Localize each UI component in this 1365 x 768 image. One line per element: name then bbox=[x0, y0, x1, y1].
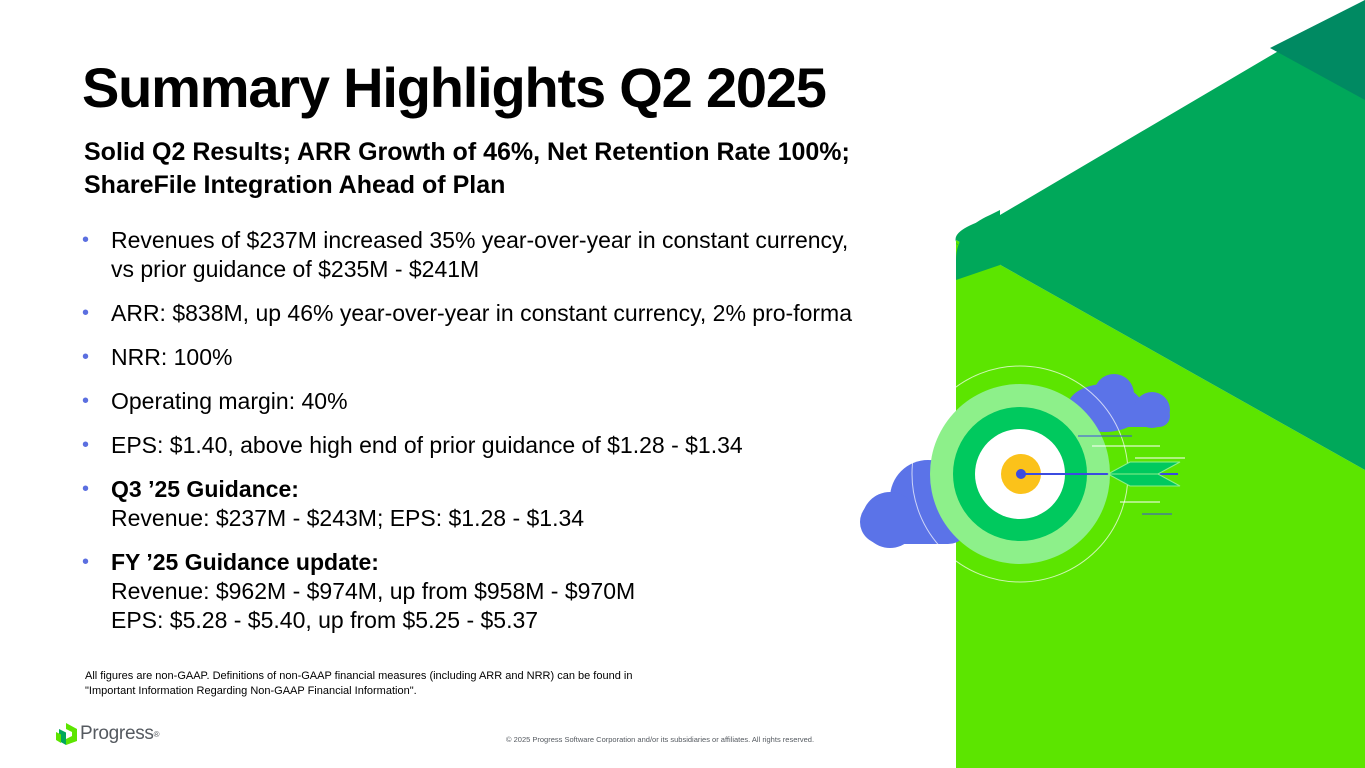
lime-panel bbox=[956, 240, 1365, 768]
highlights-list: • Revenues of $237M increased 35% year-o… bbox=[82, 226, 922, 650]
bullet-dot-icon: • bbox=[82, 551, 90, 573]
logo-text: Progress bbox=[80, 723, 154, 744]
registered-mark: ® bbox=[153, 729, 160, 739]
green-panel-curve bbox=[956, 210, 1000, 280]
bullet-dot-icon: • bbox=[82, 346, 90, 368]
bullet-heading: Q3 ’25 Guidance: bbox=[111, 476, 299, 502]
bullet-line: NRR: 100% bbox=[111, 344, 233, 370]
target-illustration bbox=[860, 365, 1185, 583]
bullet-heading: FY ’25 Guidance update: bbox=[111, 549, 379, 575]
footnote: All figures are non-GAAP. Definitions of… bbox=[85, 669, 632, 699]
bullet-line: ARR: $838M, up 46% year-over-year in con… bbox=[111, 300, 852, 326]
progress-logo-icon bbox=[56, 723, 77, 745]
progress-logo: Progress ® bbox=[56, 723, 160, 745]
bullet-dot-icon: • bbox=[82, 390, 90, 412]
bullet-line: vs prior guidance of $235M - $241M bbox=[111, 256, 480, 282]
bullet-nrr: • NRR: 100% bbox=[82, 343, 922, 372]
bullet-fy-guidance: • FY ’25 Guidance update: Revenue: $962M… bbox=[82, 548, 922, 635]
bullet-line: Operating margin: 40% bbox=[111, 388, 348, 414]
dark-green-corner bbox=[1270, 0, 1365, 100]
copyright: © 2025 Progress Software Corporation and… bbox=[506, 735, 815, 744]
bullet-q3-guidance: • Q3 ’25 Guidance: Revenue: $237M - $243… bbox=[82, 475, 922, 533]
bullet-dot-icon: • bbox=[82, 478, 90, 500]
bullet-line: EPS: $1.40, above high end of prior guid… bbox=[111, 432, 743, 458]
bullet-dot-icon: • bbox=[82, 302, 90, 324]
bullet-dot-icon: • bbox=[82, 229, 90, 251]
bullet-line: Revenue: $237M - $243M; EPS: $1.28 - $1.… bbox=[111, 505, 585, 531]
page-title: Summary Highlights Q2 2025 bbox=[82, 56, 827, 119]
subtitle-line-1: Solid Q2 Results; ARR Growth of 46%, Net… bbox=[84, 138, 850, 166]
footnote-line-2: "Important Information Regarding Non-GAA… bbox=[85, 685, 417, 697]
bullet-eps: • EPS: $1.40, above high end of prior gu… bbox=[82, 431, 922, 460]
bullet-arr: • ARR: $838M, up 46% year-over-year in c… bbox=[82, 299, 922, 328]
bullet-line: EPS: $5.28 - $5.40, up from $5.25 - $5.3… bbox=[111, 607, 539, 633]
speed-lines bbox=[1078, 435, 1185, 515]
bullet-line: Revenues of $237M increased 35% year-ove… bbox=[111, 227, 849, 253]
bullet-operating-margin: • Operating margin: 40% bbox=[82, 387, 922, 416]
green-panel bbox=[955, 0, 1365, 470]
arrow-fletching-icon bbox=[1107, 461, 1181, 487]
subtitle-line-2: ShareFile Integration Ahead of Plan bbox=[84, 171, 506, 199]
bullet-revenue: • Revenues of $237M increased 35% year-o… bbox=[82, 226, 922, 284]
bullet-line: Revenue: $962M - $974M, up from $958M - … bbox=[111, 578, 636, 604]
footnote-line-1: All figures are non-GAAP. Definitions of… bbox=[85, 670, 633, 682]
arrow-tip bbox=[1016, 469, 1026, 479]
bullet-dot-icon: • bbox=[82, 434, 90, 456]
subtitle: Solid Q2 Results; ARR Growth of 46%, Net… bbox=[84, 136, 850, 202]
